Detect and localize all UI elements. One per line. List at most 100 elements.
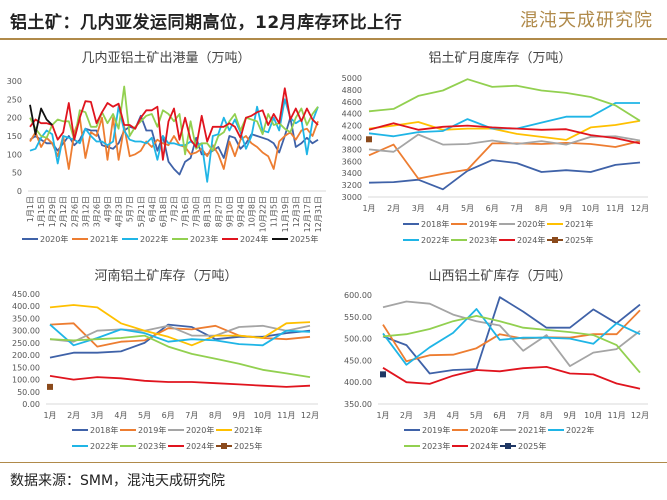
page-title: 铝土矿：几内亚发运同期高位，12月库存环比上行: [10, 13, 403, 33]
x-tick-label: 1月1日: [26, 196, 35, 222]
y-tick-label: 350.00: [12, 314, 40, 323]
x-tick-label: 7月: [185, 411, 198, 420]
x-tick-label: 6月: [162, 411, 175, 420]
x-tick-label: 12月3日: [292, 196, 301, 227]
legend-label: 2023年: [469, 235, 497, 245]
x-tick-label: 9月: [560, 204, 573, 213]
x-tick-label: 10月: [584, 411, 602, 420]
series-line-2020年: [368, 133, 641, 153]
x-tick-label: 2月: [400, 411, 413, 420]
x-tick-label: 7月: [510, 204, 523, 213]
x-tick-label: 11月: [606, 204, 624, 213]
y-tick-label: 250.00: [12, 339, 40, 348]
logo: 混沌天成研究院: [520, 10, 653, 31]
x-tick-label: 12月31日: [314, 196, 323, 232]
x-tick-label: 6月: [486, 204, 499, 213]
series-line-2025年: [29, 104, 53, 136]
x-tick-label: 3月12日: [81, 196, 90, 227]
legend-label: 2019年: [469, 219, 497, 229]
legend-label: 2024年: [240, 234, 268, 244]
y-tick-label: 300: [7, 77, 22, 86]
x-tick-label: 2月26日: [70, 196, 79, 227]
legend-label: 2021年: [234, 425, 262, 435]
x-tick-label: 5月21日: [137, 196, 146, 227]
x-tick-label: 2月: [387, 204, 400, 213]
y-tick-label: 50.00: [17, 388, 40, 397]
y-tick-label: 200.00: [12, 351, 40, 360]
x-tick-label: 11月: [608, 411, 626, 420]
series-line-2020年: [382, 309, 641, 363]
legend-label: 2018年: [421, 219, 449, 229]
series-line-2019年: [382, 296, 641, 375]
series-line-2024年: [29, 87, 319, 161]
y-tick-label: 150.00: [12, 363, 40, 372]
x-tick-label: 7月2日: [170, 196, 179, 222]
legend-label: 2025年: [290, 234, 318, 244]
legend-label: 2020年: [470, 425, 498, 435]
series-line-2019年: [368, 140, 641, 180]
y-tick-label: 600.00: [344, 291, 372, 300]
y-tick-label: 200: [7, 114, 22, 123]
legend-label: 2019年: [138, 425, 166, 435]
x-tick-label: 5月: [138, 411, 151, 420]
series-line-2023年: [29, 85, 319, 156]
legend-marker: [221, 443, 227, 449]
x-tick-label: 4月23日: [115, 196, 124, 227]
x-tick-label: 6月4日: [148, 196, 157, 222]
x-tick-label: 11月5日: [270, 196, 279, 227]
y-tick-label: 3800: [342, 145, 362, 154]
x-tick-label: 8月13日: [203, 196, 212, 227]
x-tick-label: 1月: [43, 411, 56, 420]
x-tick-label: 3月: [91, 411, 104, 420]
series-line-2021年: [368, 119, 641, 141]
series-line-2023年: [368, 78, 641, 122]
legend-label: 2021年: [90, 234, 118, 244]
y-tick-label: 550.00: [344, 313, 372, 322]
y-tick-label: 0: [17, 187, 22, 196]
y-tick-label: 3400: [342, 169, 362, 178]
legend-label: 2024年: [517, 235, 545, 245]
y-tick-label: 5000: [342, 74, 362, 83]
x-tick-label: 1月15日: [37, 196, 46, 227]
y-tick-label: 450.00: [12, 290, 40, 299]
legend-label: 2019年: [422, 425, 450, 435]
series-line-2022年: [382, 308, 641, 366]
y-tick-label: 100: [7, 150, 22, 159]
x-tick-label: 4月: [114, 411, 127, 420]
series-line-2024年: [382, 365, 641, 390]
x-tick-label: 9月: [563, 411, 576, 420]
legend-label: 2021年: [565, 219, 593, 229]
x-tick-label: 1月: [376, 411, 389, 420]
x-tick-label: 6月: [493, 411, 506, 420]
x-tick-label: 9月: [233, 411, 246, 420]
legend-label: 2025年: [518, 441, 546, 451]
y-tick-label: 500.00: [344, 335, 372, 344]
series-line-2018年: [368, 159, 641, 191]
x-tick-label: 8月: [209, 411, 222, 420]
x-tick-label: 12月: [631, 411, 649, 420]
legend-label: 2018年: [90, 425, 118, 435]
x-tick-label: 5月: [461, 204, 474, 213]
series-line-2024年: [49, 375, 311, 388]
y-tick-label: 100.00: [12, 376, 40, 385]
x-tick-label: 3月: [412, 204, 425, 213]
x-tick-label: 7月: [517, 411, 530, 420]
x-tick-label: 12月17日: [303, 196, 312, 232]
x-tick-label: 12月: [631, 204, 649, 213]
y-tick-label: 250: [7, 95, 22, 104]
y-tick-label: 400.00: [12, 302, 40, 311]
x-tick-label: 7月30日: [192, 196, 201, 227]
legend-label: 2024年: [186, 441, 214, 451]
y-tick-label: 450.00: [344, 356, 372, 365]
legend-label: 2022年: [421, 235, 449, 245]
x-tick-label: 9月10日: [225, 196, 234, 227]
series-point-2025年: [47, 383, 53, 390]
y-tick-label: 3000: [342, 193, 362, 202]
chart-4: 350.00 400.00 450.00 500.00 550.00 600.00 1月 2月…: [344, 291, 649, 451]
chart-3-title: 河南铝土矿库存（万吨）: [94, 268, 237, 284]
x-tick-label: 4月9日: [104, 196, 113, 222]
y-tick-label: 150: [7, 132, 22, 141]
y-tick-label: 300.00: [12, 327, 40, 336]
x-tick-label: 5月: [470, 411, 483, 420]
legend-label: 2021年: [518, 425, 546, 435]
